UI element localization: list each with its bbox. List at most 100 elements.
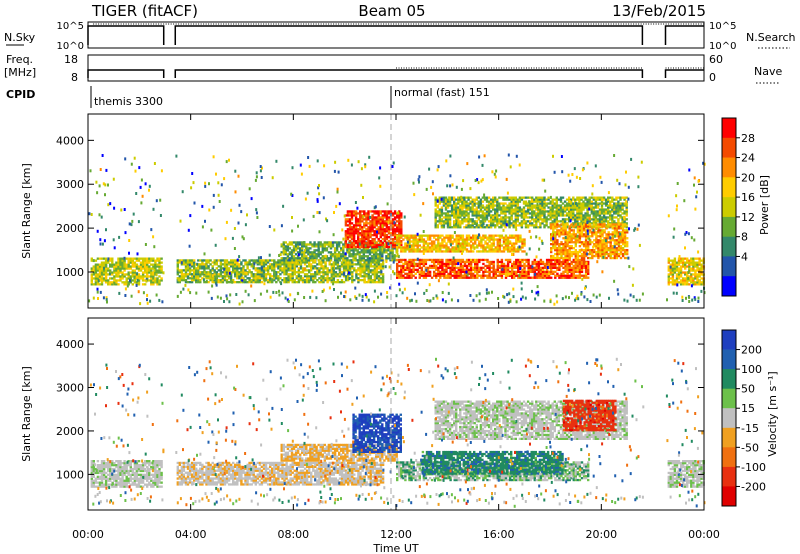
echo-cell	[568, 206, 571, 209]
echo-cell	[359, 222, 362, 225]
echo-cell	[393, 234, 397, 237]
echo-cell	[475, 202, 478, 205]
echo-cell	[260, 269, 264, 272]
echo-cell	[359, 267, 362, 270]
echo-cell	[474, 270, 477, 273]
echo-cell	[524, 196, 528, 199]
echo-cell	[467, 226, 470, 229]
echo-cell	[377, 263, 381, 266]
echo-cell	[465, 218, 468, 221]
echo-cell	[246, 281, 249, 284]
echo-cell	[254, 273, 257, 276]
echo-cell	[438, 220, 441, 223]
echo-cell	[496, 240, 499, 243]
echo-cell	[308, 275, 311, 278]
echo-cell	[519, 258, 522, 262]
echo-cell	[373, 273, 377, 276]
echo-cell	[508, 226, 511, 229]
echo-cell	[537, 196, 540, 199]
echo-cell	[340, 273, 344, 276]
echo-cell	[607, 225, 610, 228]
echo-cell	[473, 226, 476, 229]
echo-cell	[158, 267, 161, 270]
echo-cell	[150, 275, 153, 278]
echo-cell	[158, 275, 161, 278]
echo-cell	[445, 276, 448, 279]
echo-cell	[344, 236, 348, 239]
echo-cell	[439, 244, 442, 247]
echo-cell	[529, 216, 532, 219]
echo-cell	[436, 206, 439, 209]
echo-cell	[236, 261, 239, 264]
echo-cell	[420, 240, 423, 243]
echo-cell	[321, 249, 324, 252]
echo-cell	[365, 232, 368, 235]
echo-cell	[576, 210, 579, 213]
echo-cell	[474, 260, 477, 264]
echo-cell	[373, 234, 376, 237]
echo-cell	[439, 270, 442, 273]
echo-cell	[359, 220, 362, 223]
echo-cell	[433, 272, 436, 275]
echo-cell	[588, 196, 591, 199]
echo-cell	[435, 260, 438, 264]
echo-cell	[584, 231, 588, 234]
echo-cell	[559, 204, 563, 207]
echo-cell	[342, 245, 345, 248]
echo-cell	[570, 272, 573, 275]
echo-cell	[188, 269, 192, 272]
echo-cell	[438, 198, 441, 201]
echo-cell	[311, 251, 314, 254]
echo-cell	[461, 204, 464, 207]
echo-cell	[555, 214, 558, 217]
echo-cell	[282, 245, 285, 248]
echo-cell	[508, 250, 512, 253]
echo-cell	[287, 263, 290, 266]
echo-cell	[121, 263, 124, 266]
echo-cell	[438, 222, 441, 225]
echo-cell	[496, 248, 499, 251]
echo-cell	[514, 198, 517, 201]
echo-cell	[490, 244, 493, 247]
echo-cell	[333, 253, 337, 256]
echo-cell	[572, 210, 575, 213]
echo-cell	[215, 261, 218, 264]
echo-cell	[205, 267, 208, 270]
echo-cell	[340, 265, 344, 268]
echo-cell	[433, 244, 436, 247]
echo-cell	[420, 268, 423, 271]
echo-cell	[520, 208, 524, 211]
echo-cell	[580, 268, 584, 271]
echo-cell	[448, 204, 452, 207]
echo-cell	[578, 258, 582, 262]
echo-cell	[250, 271, 253, 274]
echo-cell	[352, 241, 356, 245]
echo-cell	[512, 212, 515, 215]
echo-cell	[570, 229, 573, 232]
echo-cell	[459, 226, 462, 229]
echo-cell	[146, 261, 149, 264]
echo-cell	[182, 277, 186, 280]
echo-cell	[232, 259, 235, 262]
echo-cell	[440, 206, 444, 209]
echo-cell	[584, 250, 588, 254]
echo-cell	[332, 273, 335, 276]
echo-cell	[494, 268, 497, 271]
echo-cell	[506, 244, 510, 247]
echo-cell	[597, 249, 600, 252]
echo-cell	[240, 267, 243, 270]
echo-cell	[492, 208, 495, 211]
echo-cell	[467, 206, 470, 209]
echo-cell	[98, 257, 102, 260]
echo-cell	[492, 240, 495, 243]
echo-cell	[396, 220, 399, 223]
echo-cell	[436, 210, 439, 213]
echo-cell	[121, 277, 124, 280]
echo-cell	[590, 206, 593, 209]
echo-cell	[365, 261, 368, 264]
echo-cell	[236, 281, 239, 284]
echo-cell	[94, 271, 98, 274]
echo-cell	[234, 269, 237, 272]
echo-cell	[457, 208, 460, 211]
echo-cell	[559, 212, 563, 215]
